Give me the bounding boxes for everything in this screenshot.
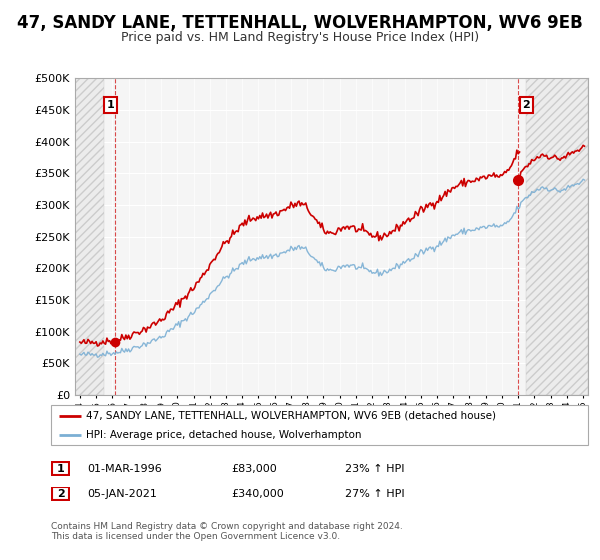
Text: 47, SANDY LANE, TETTENHALL, WOLVERHAMPTON, WV6 9EB: 47, SANDY LANE, TETTENHALL, WOLVERHAMPTO… xyxy=(17,14,583,32)
Text: Price paid vs. HM Land Registry's House Price Index (HPI): Price paid vs. HM Land Registry's House … xyxy=(121,31,479,44)
Text: £340,000: £340,000 xyxy=(231,489,284,499)
Text: Contains HM Land Registry data © Crown copyright and database right 2024.
This d: Contains HM Land Registry data © Crown c… xyxy=(51,522,403,542)
FancyBboxPatch shape xyxy=(52,487,69,501)
FancyBboxPatch shape xyxy=(51,405,588,445)
Text: 23% ↑ HPI: 23% ↑ HPI xyxy=(345,464,404,474)
Text: 01-MAR-1996: 01-MAR-1996 xyxy=(87,464,162,474)
Text: 27% ↑ HPI: 27% ↑ HPI xyxy=(345,489,404,499)
Text: 47, SANDY LANE, TETTENHALL, WOLVERHAMPTON, WV6 9EB (detached house): 47, SANDY LANE, TETTENHALL, WOLVERHAMPTO… xyxy=(86,411,496,421)
Text: 2: 2 xyxy=(523,100,530,110)
Text: 05-JAN-2021: 05-JAN-2021 xyxy=(87,489,157,499)
FancyBboxPatch shape xyxy=(52,462,69,475)
Text: 2: 2 xyxy=(57,489,64,499)
Text: 1: 1 xyxy=(57,464,64,474)
Text: HPI: Average price, detached house, Wolverhampton: HPI: Average price, detached house, Wolv… xyxy=(86,430,361,440)
Text: £83,000: £83,000 xyxy=(231,464,277,474)
Text: 1: 1 xyxy=(106,100,114,110)
